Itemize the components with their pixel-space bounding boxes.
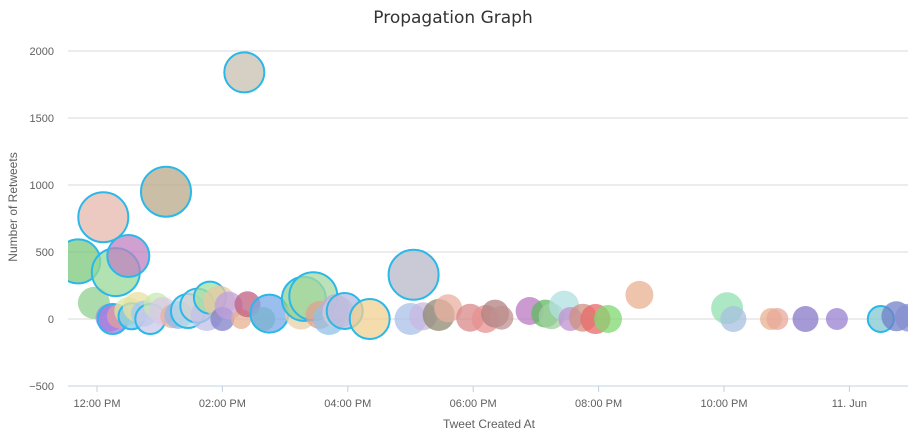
bubble-point[interactable] (387, 248, 440, 301)
x-tick-label: 08:00 PM (575, 398, 622, 410)
bubble-point[interactable] (489, 305, 514, 330)
x-tick-label: 06:00 PM (450, 398, 497, 410)
x-axis-title: Tweet Created At (443, 417, 536, 431)
x-axis: 12:00 PM 02:00 PM 04:00 PM 06:00 PM 08:00 PM… (68, 385, 908, 410)
bubble-point[interactable] (348, 298, 391, 340)
bubble-point[interactable] (434, 294, 463, 323)
grid-lines (68, 50, 908, 320)
bubble-point[interactable] (766, 308, 789, 330)
x-tick-label: 12:00 PM (73, 398, 120, 410)
bubble-point[interactable] (895, 303, 919, 332)
bubble-point[interactable] (77, 191, 130, 244)
bubble-point[interactable] (140, 165, 192, 218)
y-axis-title: Number of Retweets (6, 152, 20, 261)
bubble-point[interactable] (106, 234, 151, 278)
bubble-point[interactable] (223, 51, 266, 94)
x-tick-label: 10:00 PM (700, 398, 747, 410)
bubble-point[interactable] (792, 306, 819, 332)
chart-title: Propagation Graph (373, 8, 533, 28)
x-tick-label: 02:00 PM (199, 398, 246, 410)
x-tick-label: 11. Jun (832, 398, 867, 410)
y-axis-ticks: −500 0 500 1000 1500 2000 (29, 46, 54, 393)
y-tick-label: 1000 (30, 180, 54, 192)
bubble-point[interactable] (825, 308, 848, 330)
y-tick-label: 1500 (30, 113, 54, 125)
bubble-point[interactable] (594, 305, 622, 333)
x-tick-label: 04:00 PM (324, 398, 371, 410)
y-tick-label: 2000 (30, 46, 54, 58)
bubble-point[interactable] (720, 306, 747, 332)
y-tick-label: −500 (29, 381, 54, 393)
y-tick-label: 500 (36, 247, 54, 259)
y-tick-label: 0 (48, 314, 54, 326)
bubble-layer (68, 51, 919, 340)
bubble-point[interactable] (625, 280, 654, 309)
